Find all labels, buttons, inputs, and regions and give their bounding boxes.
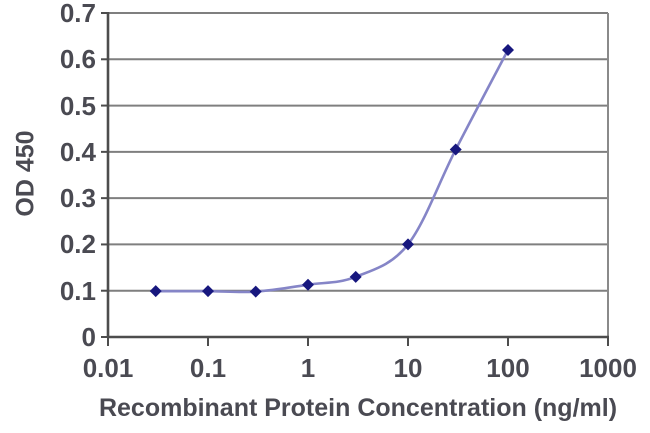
- data-point-marker: [202, 285, 214, 298]
- data-point-marker: [449, 143, 462, 156]
- y-axis-title: OD 450: [11, 130, 40, 217]
- data-point-marker: [149, 285, 162, 298]
- y-tick-label: 0.6: [59, 44, 96, 75]
- y-tick-label: 0.7: [59, 0, 96, 28]
- y-tick-label: 0.2: [59, 229, 96, 260]
- data-point-marker: [402, 238, 414, 251]
- x-tick-label: 100: [486, 353, 530, 383]
- y-tick-label: 0.1: [59, 275, 96, 306]
- x-tick-label: 0.01: [82, 353, 134, 383]
- y-tick-label: 0.4: [59, 136, 96, 167]
- y-tick-label: 0: [81, 322, 96, 352]
- x-axis-title: Recombinant Protein Concentration (ng/ml…: [98, 394, 618, 422]
- x-tick-label: 10: [393, 353, 423, 383]
- x-tick-label: 1: [300, 353, 316, 383]
- x-tick-label: 0.1: [189, 353, 227, 383]
- data-point-marker: [502, 44, 514, 57]
- data-point-marker: [302, 278, 314, 291]
- x-tick-label: 1000: [579, 353, 637, 383]
- data-point-marker: [349, 270, 362, 283]
- data-point-marker: [249, 285, 262, 298]
- y-tick-label: 0.3: [59, 183, 96, 214]
- y-tick-label: 0.5: [59, 90, 96, 121]
- data-series-line: [155, 49, 510, 294]
